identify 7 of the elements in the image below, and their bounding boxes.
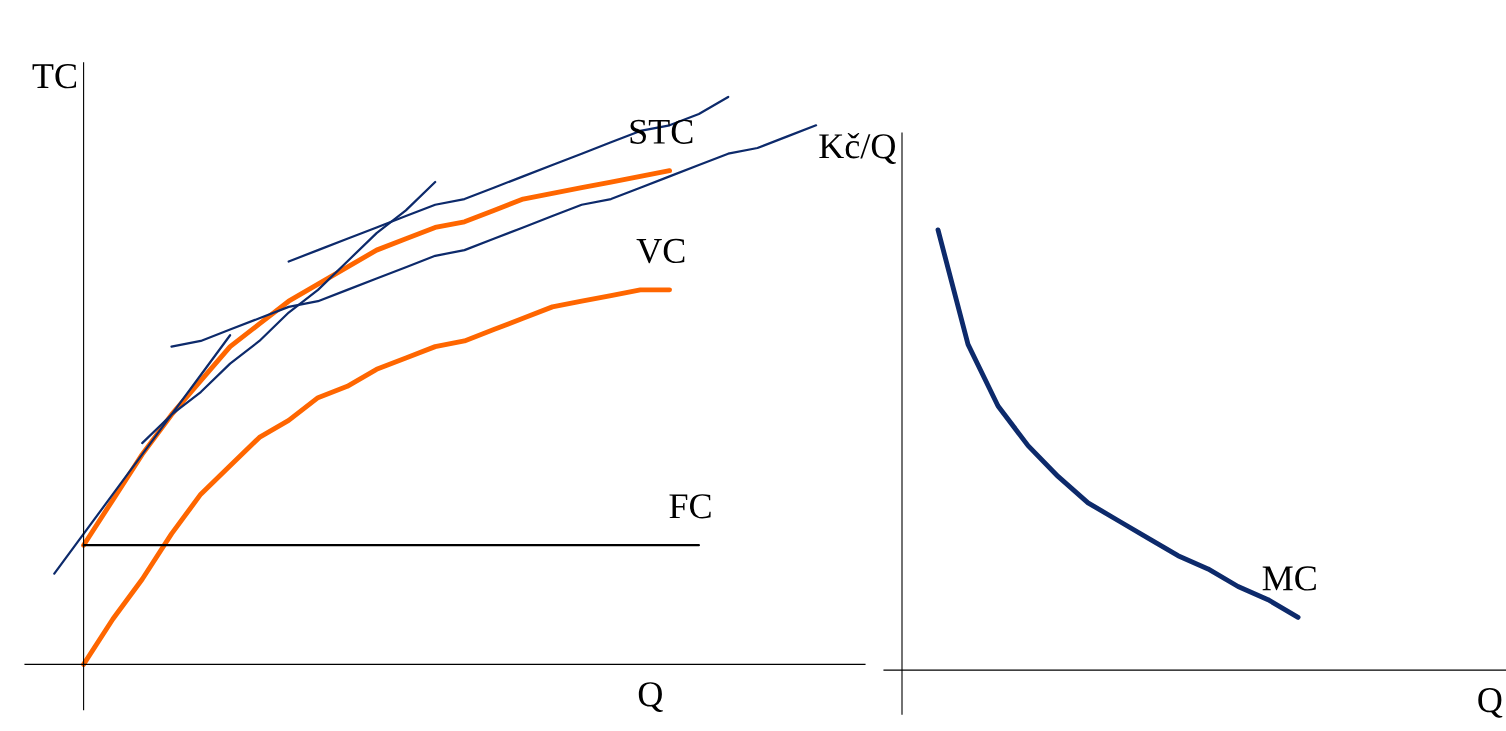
x-axis-title: Q (638, 682, 663, 712)
y-axis-title: TC (32, 64, 77, 89)
series-label: MC (1262, 566, 1316, 591)
series-label: FC (669, 494, 711, 519)
y-axis-title: Kč/Q (819, 132, 896, 164)
series-label: VC (636, 238, 685, 264)
x-axis-title: Q (1478, 687, 1503, 718)
